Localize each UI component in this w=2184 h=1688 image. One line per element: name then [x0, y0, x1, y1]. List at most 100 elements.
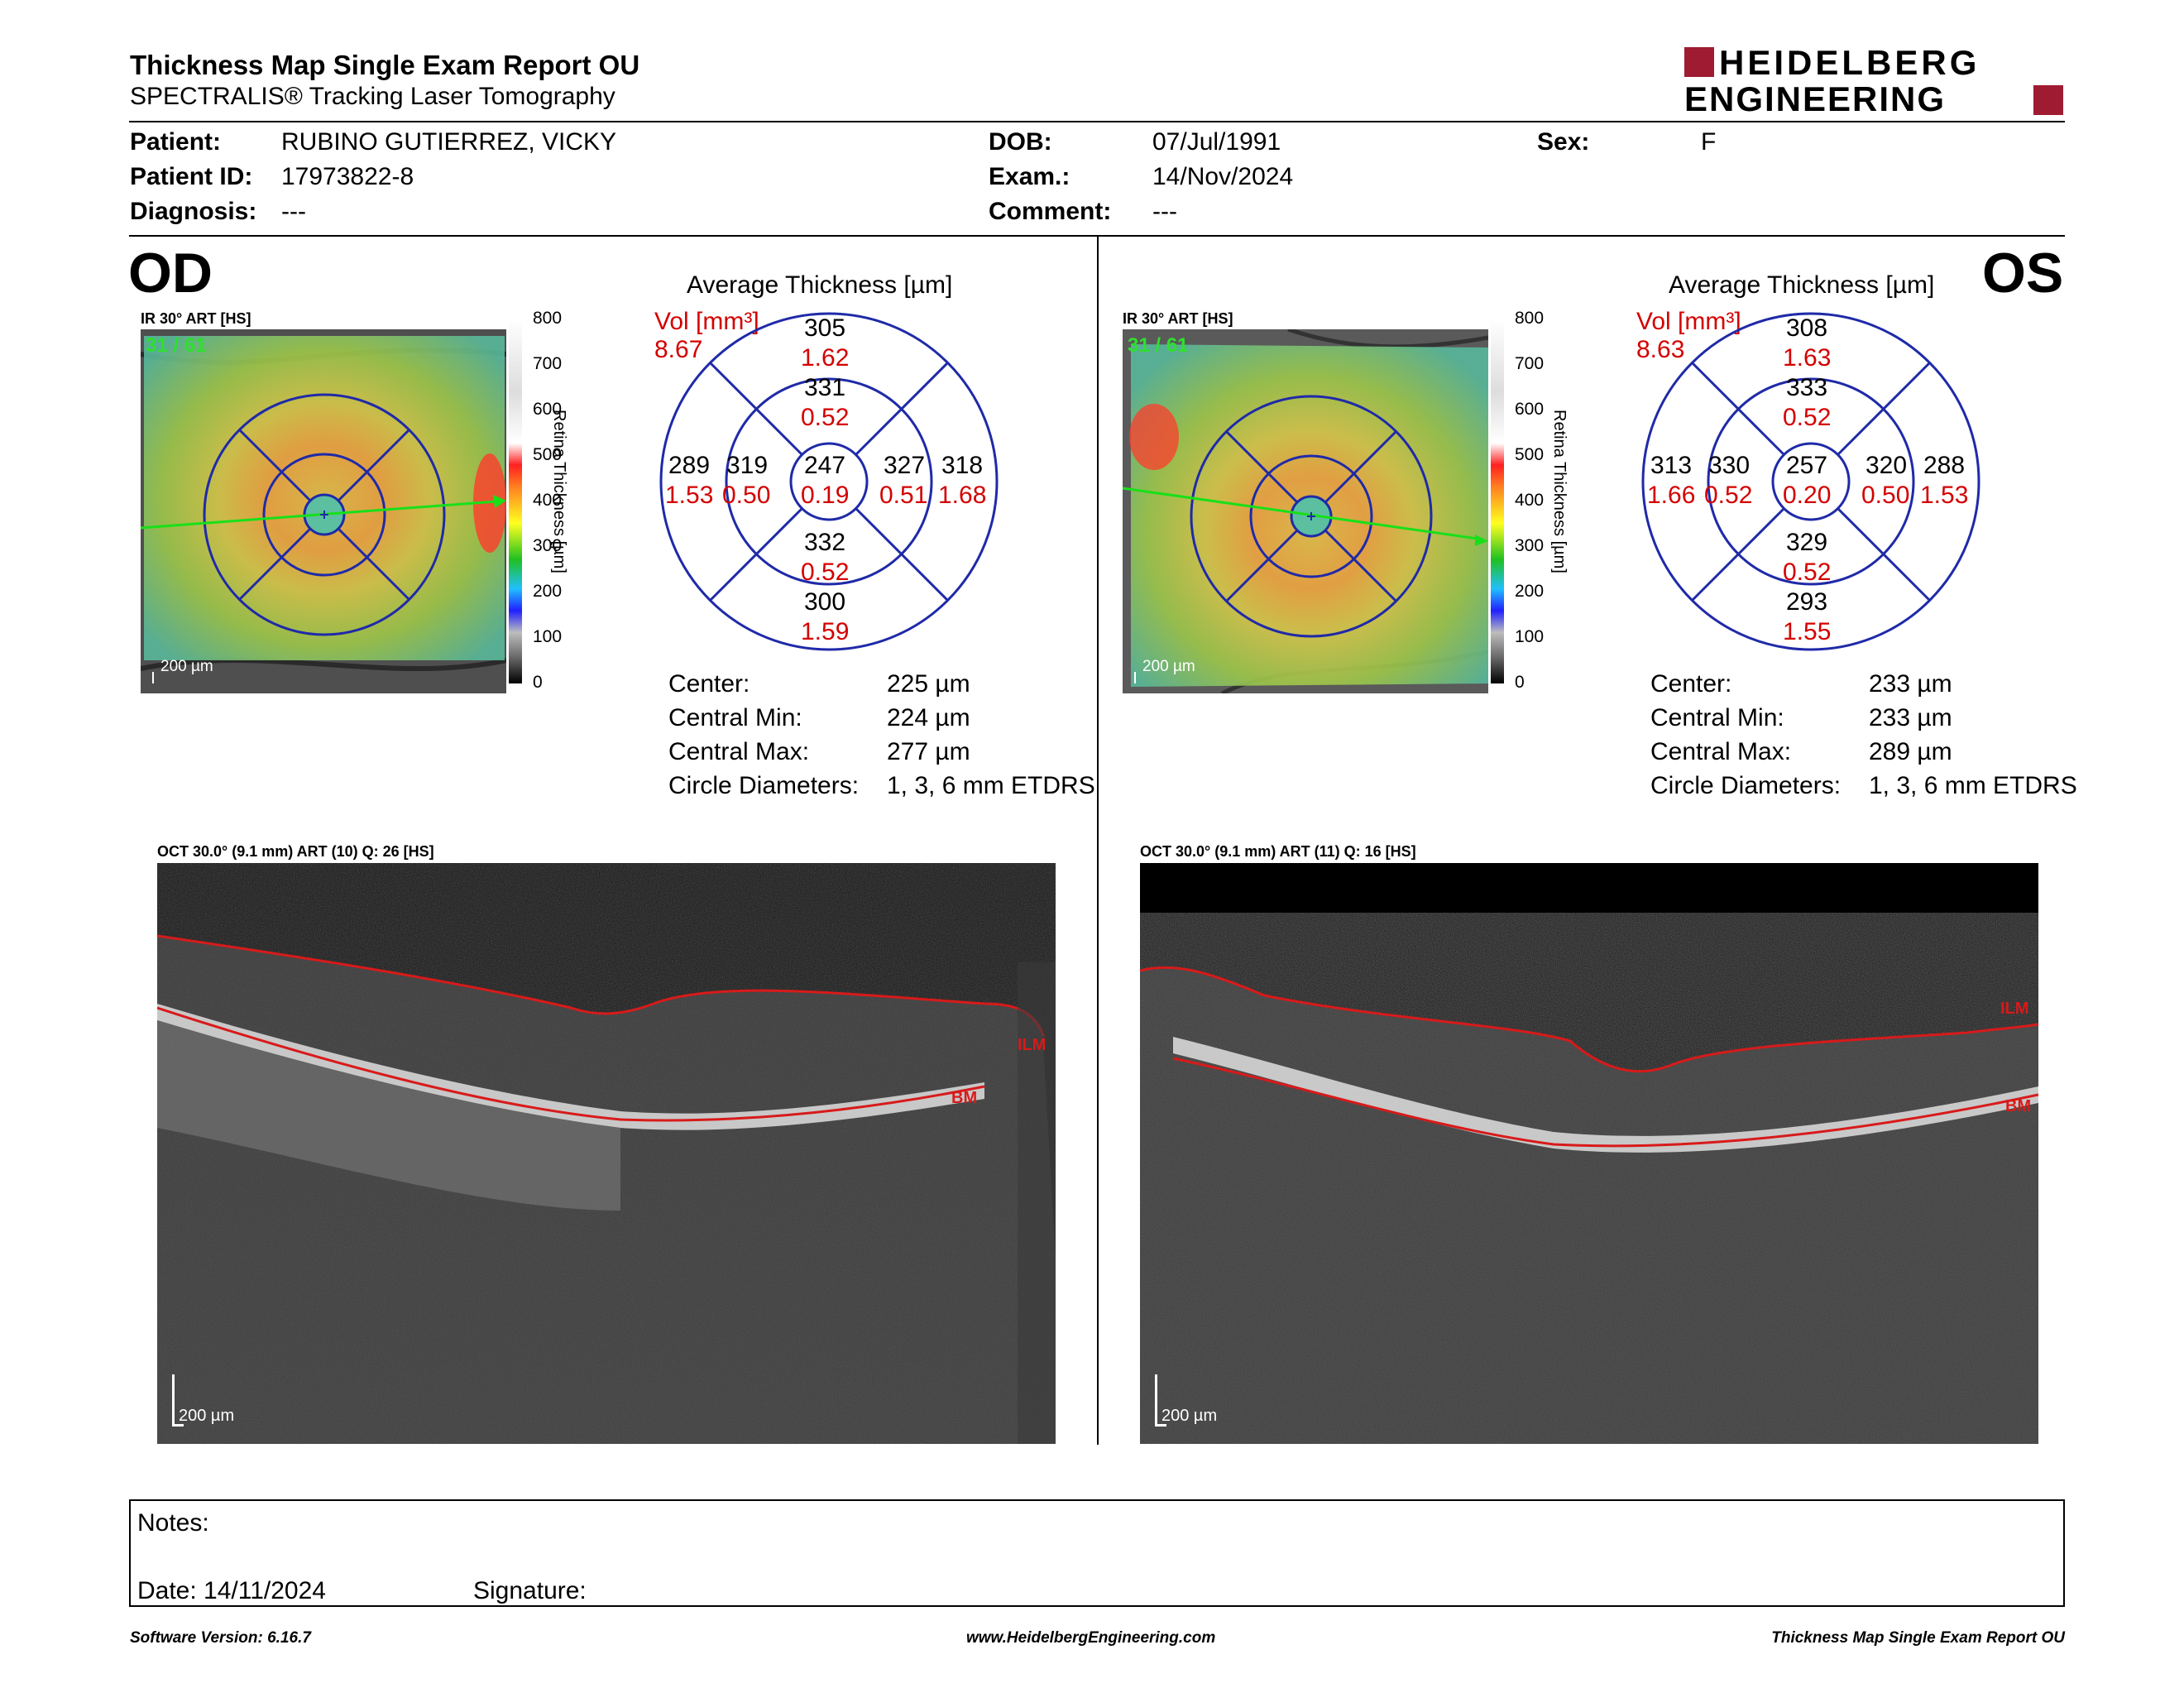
os-min-label: Central Min: — [1650, 704, 1784, 731]
od-cb-700: 700 — [533, 354, 563, 373]
sex-value: F — [1701, 128, 1717, 156]
od-cb-0: 0 — [533, 673, 543, 692]
os-cb-800: 800 — [1515, 309, 1545, 328]
od-center-label: Center: — [668, 670, 750, 698]
dob-label: DOB: — [989, 128, 1052, 156]
notes-label: Notes: — [137, 1509, 209, 1537]
od-cb-600: 600 — [533, 400, 563, 419]
comment-label: Comment: — [989, 198, 1112, 225]
od-outer-top-thickness: 305 — [804, 314, 846, 342]
os-outer-bottom-thickness: 293 — [1786, 588, 1828, 616]
od-min-label: Central Min: — [668, 704, 802, 731]
report-title: Thickness Map Single Exam Report OU — [130, 50, 640, 80]
os-cb-400: 400 — [1515, 491, 1545, 510]
os-fundus-scale: 200 µm — [1142, 658, 1195, 675]
od-cb-100: 100 — [533, 627, 563, 646]
od-outer-left-volume: 1.53 — [665, 482, 714, 509]
os-inner-right-volume: 0.50 — [1861, 482, 1910, 509]
od-inner-right-thickness: 327 — [884, 452, 926, 479]
os-center-label: Center: — [1650, 670, 1732, 698]
os-outer-left-volume: 1.66 — [1647, 482, 1696, 509]
dob-value: 07/Jul/1991 — [1152, 128, 1281, 156]
od-oct-scale: 200 µm — [179, 1407, 235, 1425]
os-frame-counter: 31 / 61 — [1128, 334, 1189, 357]
od-max-value: 277 µm — [887, 738, 970, 765]
os-cb-500: 500 — [1515, 445, 1545, 464]
sex-label: Sex: — [1537, 128, 1590, 156]
os-max-value: 289 µm — [1869, 738, 1952, 765]
patient-divider — [129, 235, 2065, 237]
od-cb-200: 200 — [533, 582, 563, 601]
os-center-value: 233 µm — [1869, 670, 1952, 698]
od-etdrs-grid — [659, 312, 999, 651]
patient-label: Patient: — [130, 128, 222, 156]
od-outer-right-volume: 1.68 — [938, 482, 987, 509]
os-outer-right-thickness: 288 — [1923, 452, 1966, 479]
od-avg-title: Average Thickness [µm] — [687, 271, 953, 299]
os-inner-right-thickness: 320 — [1866, 452, 1908, 479]
os-cb-0: 0 — [1515, 673, 1525, 692]
os-outer-bottom-volume: 1.55 — [1783, 618, 1832, 645]
logo-line2: ENGINEERING — [1684, 79, 1947, 118]
patient-id: 17973822-8 — [281, 163, 414, 190]
od-inner-left-volume: 0.50 — [722, 482, 771, 509]
od-inner-left-thickness: 319 — [726, 452, 769, 479]
od-fundus-scale: 200 µm — [160, 658, 213, 675]
os-cb-700: 700 — [1515, 354, 1545, 373]
os-oct-image: ILM BM 200 µm — [1140, 863, 2038, 1444]
os-colorbar-label: Retina Thickness [µm] — [1550, 410, 1569, 573]
os-diam-value: 1, 3, 6 mm ETDRS — [1869, 772, 2077, 799]
os-outer-right-volume: 1.53 — [1920, 482, 1969, 509]
od-fundus-image: 31 / 61 200 µm — [141, 329, 506, 693]
diagnosis-label: Diagnosis: — [130, 198, 257, 225]
os-vol-value: 8.63 — [1636, 336, 1685, 363]
od-cb-400: 400 — [533, 491, 563, 510]
od-min-value: 224 µm — [887, 704, 970, 731]
od-max-label: Central Max: — [668, 738, 810, 765]
os-outer-top-volume: 1.63 — [1783, 344, 1832, 372]
od-inner-bottom-volume: 0.52 — [801, 559, 850, 586]
footer-report-name: Thickness Map Single Exam Report OU — [1771, 1629, 2065, 1647]
report-subtitle: SPECTRALIS® Tracking Laser Tomography — [130, 83, 615, 110]
os-eye-label: OS — [1982, 242, 2064, 305]
eye-divider — [1097, 237, 1099, 1445]
od-bm-label: BM — [951, 1089, 978, 1107]
os-etdrs-grid — [1641, 312, 1980, 651]
os-cb-100: 100 — [1515, 627, 1545, 646]
signature-label: Signature: — [473, 1577, 587, 1604]
od-outer-left-thickness: 289 — [668, 452, 711, 479]
os-cb-600: 600 — [1515, 400, 1545, 419]
od-outer-bottom-volume: 1.59 — [801, 618, 850, 645]
os-inner-bottom-thickness: 329 — [1786, 529, 1828, 556]
os-center-thickness: 257 — [1786, 452, 1828, 479]
os-outer-top-thickness: 308 — [1786, 314, 1828, 342]
od-inner-right-volume: 0.51 — [879, 482, 928, 509]
os-fundus-label: IR 30° ART [HS] — [1123, 310, 1233, 327]
os-oct-label: OCT 30.0° (9.1 mm) ART (11) Q: 16 [HS] — [1140, 843, 1416, 860]
os-min-value: 233 µm — [1869, 704, 1952, 731]
od-fundus-label: IR 30° ART [HS] — [141, 310, 251, 327]
os-max-label: Central Max: — [1650, 738, 1792, 765]
od-diam-value: 1, 3, 6 mm ETDRS — [887, 772, 1095, 799]
od-oct-label: OCT 30.0° (9.1 mm) ART (10) Q: 26 [HS] — [157, 843, 434, 860]
patient-id-label: Patient ID: — [130, 163, 253, 190]
od-oct-image: ILM BM 200 µm — [157, 863, 1056, 1444]
os-vol-label: Vol [mm³] — [1636, 308, 1741, 335]
header-divider — [129, 121, 2065, 122]
os-cb-300: 300 — [1515, 536, 1545, 555]
os-inner-top-volume: 0.52 — [1783, 404, 1832, 431]
os-diam-label: Circle Diameters: — [1650, 772, 1842, 799]
od-outer-top-volume: 1.62 — [801, 344, 850, 372]
od-vol-label: Vol [mm³] — [654, 308, 759, 335]
od-center-thickness: 247 — [804, 452, 846, 479]
patient-name: RUBINO GUTIERREZ, VICKY — [281, 128, 617, 156]
od-cb-500: 500 — [533, 445, 563, 464]
od-outer-right-thickness: 318 — [941, 452, 984, 479]
os-inner-bottom-volume: 0.52 — [1783, 559, 1832, 586]
footer-software-version: Software Version: 6.16.7 — [130, 1629, 311, 1647]
od-inner-top-thickness: 331 — [804, 374, 846, 401]
od-eye-label: OD — [128, 242, 213, 305]
os-oct-scale: 200 µm — [1161, 1407, 1218, 1425]
exam-label: Exam.: — [989, 163, 1070, 190]
comment-value: --- — [1152, 198, 1177, 225]
